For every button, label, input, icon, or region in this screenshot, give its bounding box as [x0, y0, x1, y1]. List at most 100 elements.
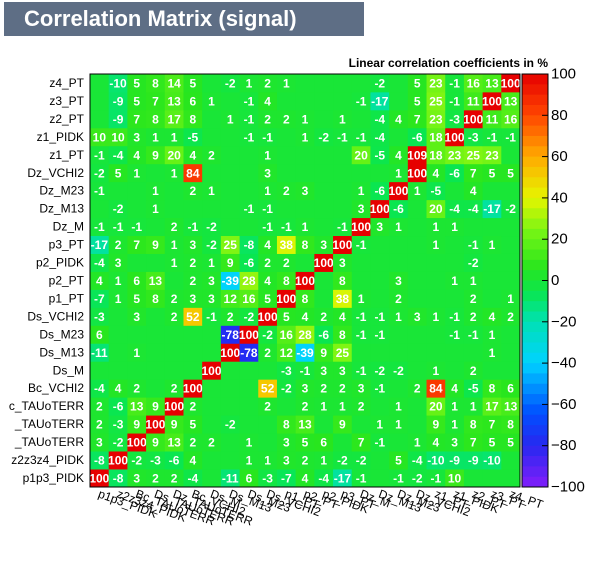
colorbar-tick-label: 0 [551, 272, 559, 289]
heatmap-cell [463, 289, 484, 308]
heatmap-cell [370, 289, 390, 308]
cell-value-label: -2 [225, 418, 236, 432]
cell-value-label: 1 [451, 274, 458, 288]
cell-value-label: -2 [412, 472, 423, 486]
heatmap-cell [183, 307, 203, 326]
heatmap-cell [445, 451, 465, 470]
heatmap-cell [202, 74, 222, 93]
heatmap-cell [389, 289, 409, 308]
heatmap-cell [127, 361, 147, 380]
heatmap-cell [220, 127, 240, 147]
heatmap-cell [220, 325, 240, 344]
heatmap-cell [258, 163, 278, 183]
heatmap-cell [295, 127, 315, 147]
heatmap-cell [501, 217, 521, 237]
cell-value-label: 100 [202, 364, 222, 378]
heatmap-cell [202, 415, 222, 434]
cell-value-label: 3 [96, 436, 103, 450]
heatmap-cell [202, 163, 222, 183]
heatmap-cell [127, 379, 147, 398]
heatmap-cell [146, 163, 166, 183]
colorbar-segment [522, 135, 548, 147]
heatmap-cell [258, 217, 278, 237]
cell-value-label: -5 [431, 184, 442, 198]
heatmap-cell [407, 307, 427, 326]
cell-value-label: 25 [224, 238, 238, 252]
colorbar-segment [522, 218, 548, 230]
cell-value-label: -17 [334, 472, 352, 486]
heatmap-cell [426, 145, 446, 165]
heatmap-cell [258, 379, 278, 398]
heatmap-cell [220, 253, 240, 272]
heatmap-cell [276, 217, 297, 237]
heatmap-cell [370, 325, 390, 344]
cell-value-label: 23 [429, 76, 443, 90]
heatmap-cell [482, 415, 502, 434]
colorbar-segment [522, 239, 548, 251]
heatmap-cell [108, 109, 128, 129]
heatmap-cell [127, 397, 147, 416]
heatmap-cell [333, 253, 353, 272]
cell-value-label: -9 [113, 94, 124, 108]
heatmap-cell [183, 451, 203, 470]
cell-value-label: -4 [374, 112, 385, 126]
colorbar-segment [522, 301, 548, 312]
heatmap-cell [258, 127, 278, 147]
heatmap-cell [146, 289, 166, 308]
cell-value-label: 13 [149, 274, 163, 288]
heatmap-cell [276, 91, 297, 111]
heatmap-cell [501, 127, 521, 147]
cell-value-label: 100 [220, 346, 240, 360]
cell-value-label: -10 [483, 454, 501, 468]
cell-value-label: -1 [468, 238, 479, 252]
cell-value-label: 5 [133, 292, 140, 306]
heatmap-cell [333, 91, 353, 111]
y-tick-label: Ds_M [53, 363, 84, 377]
cell-value-label: -3 [468, 130, 479, 144]
heatmap-cell [108, 325, 128, 344]
heatmap-cell [127, 127, 147, 147]
heatmap-cell [127, 74, 147, 93]
cell-value-label: 1 [133, 166, 140, 180]
heatmap-cell [389, 91, 409, 111]
heatmap-cell [146, 415, 166, 434]
cell-value-label: 1 [414, 184, 421, 198]
heatmap-cell [407, 217, 427, 237]
cell-value-label: -1 [244, 112, 255, 126]
heatmap-cell [164, 127, 184, 147]
colorbar-tick-label: 80 [551, 107, 568, 124]
heatmap-cell [108, 469, 128, 488]
cell-value-label: 28 [242, 274, 256, 288]
cell-value-label: 23 [448, 148, 462, 162]
cell-value-label: -6 [113, 400, 124, 414]
cell-value-label: 3 [451, 436, 458, 450]
heatmap-cell [463, 451, 484, 470]
heatmap-cell [445, 289, 465, 308]
colorbar-segment [522, 445, 548, 457]
heatmap-cell [389, 145, 409, 165]
heatmap-cell [183, 325, 203, 344]
heatmap-cell [351, 91, 371, 111]
heatmap-cell [258, 361, 278, 380]
heatmap-cell [482, 397, 502, 416]
cell-value-label: 100 [332, 238, 352, 252]
plot-frame [89, 73, 521, 488]
cell-value-label: -1 [262, 202, 273, 216]
cell-value-label: 3 [283, 436, 290, 450]
heatmap-cell [463, 145, 484, 165]
heatmap-cell [389, 451, 409, 470]
heatmap-cell [333, 289, 353, 308]
cell-value-label: 4 [133, 148, 140, 162]
cell-value-label: -4 [94, 382, 105, 396]
heatmap-cell [445, 469, 465, 488]
heatmap-cell [276, 127, 297, 147]
heatmap-cell [258, 145, 278, 165]
cell-value-label: -1 [393, 472, 404, 486]
heatmap-cell [426, 361, 446, 380]
cell-value-label: 5 [414, 94, 421, 108]
heatmap-cell [295, 91, 315, 111]
heatmap-cell [108, 397, 128, 416]
heatmap-cell [202, 451, 222, 470]
cell-value-label: 1 [115, 274, 122, 288]
heatmap-cell [90, 307, 110, 326]
